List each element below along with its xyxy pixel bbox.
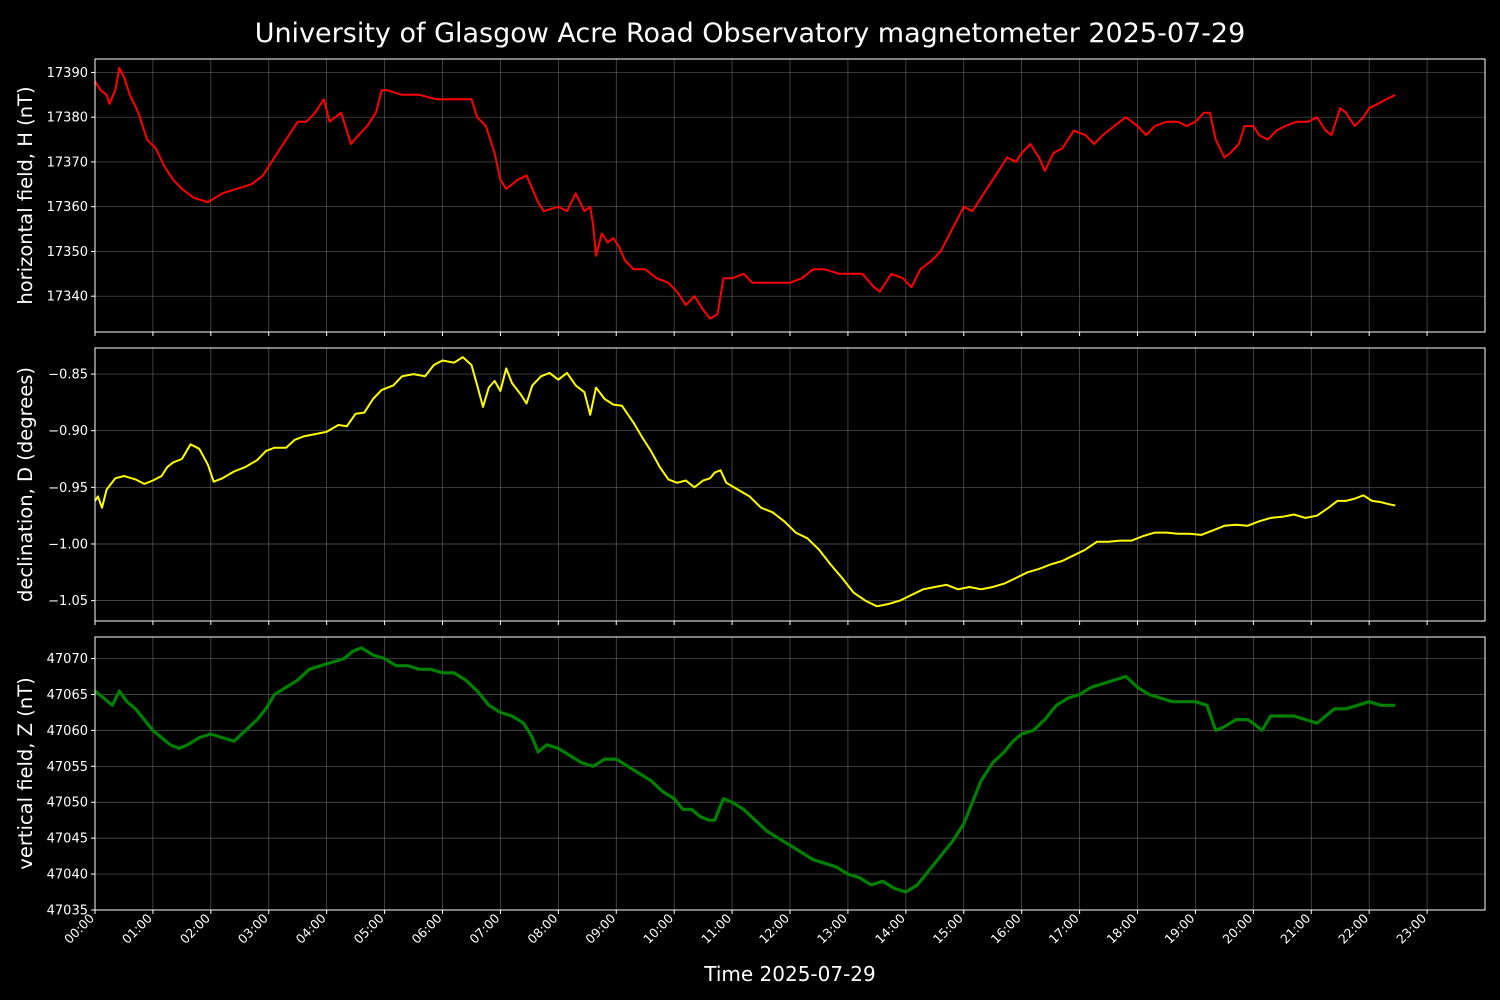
- y-tick-label-d: −0.95: [48, 481, 88, 496]
- y-tick-label-z: 47040: [47, 868, 88, 883]
- axes-frame-h: [94, 58, 1486, 333]
- y-axis-label-z: vertical field, Z (nT): [14, 677, 37, 869]
- axes-frame-d: [94, 347, 1486, 622]
- y-tick-label-z: 47065: [47, 688, 88, 703]
- y-tick-label-z: 47070: [47, 652, 88, 667]
- series-line-d: [94, 356, 1396, 608]
- series-line-z: [93, 646, 1396, 894]
- chart-title: University of Glasgow Acre Road Observat…: [255, 18, 1246, 49]
- y-axis-label-d: declination, D (degrees): [14, 367, 37, 602]
- axes-frame-z: [94, 636, 1486, 911]
- y-tick-label-d: −1.00: [48, 537, 88, 552]
- y-tick-label-h: 17350: [47, 245, 88, 260]
- panel-h: 17340 17350 17360 17370 17380 17390 horizontal…: [14, 58, 1486, 336]
- y-tick-label-d: −1.05: [48, 594, 88, 609]
- x-axis-label: Time 2025-07-29: [703, 962, 876, 986]
- y-tick-label-h: 17370: [47, 155, 88, 170]
- y-tick-label-d: −0.85: [48, 368, 88, 383]
- y-tick-label-z: 47045: [47, 832, 88, 847]
- y-tick-label-z: 47055: [47, 760, 88, 775]
- y-tick-label-h: 17340: [47, 290, 88, 305]
- y-axis-label-h: horizontal field, H (nT): [14, 86, 37, 304]
- series-line-h: [94, 67, 1396, 320]
- y-tick-label-d: −0.90: [48, 424, 88, 439]
- y-tick-label-z: 47060: [47, 724, 88, 739]
- y-tick-label-z: 47035: [47, 904, 88, 919]
- y-tick-label-h: 17390: [47, 66, 88, 81]
- y-tick-label-h: 17360: [47, 200, 88, 215]
- panel-d: −1.05 −1.00 −0.95 −0.90 −0.85 declination, D …: [14, 347, 1486, 625]
- y-tick-label-h: 17380: [47, 111, 88, 126]
- y-tick-label-z: 47050: [47, 796, 88, 811]
